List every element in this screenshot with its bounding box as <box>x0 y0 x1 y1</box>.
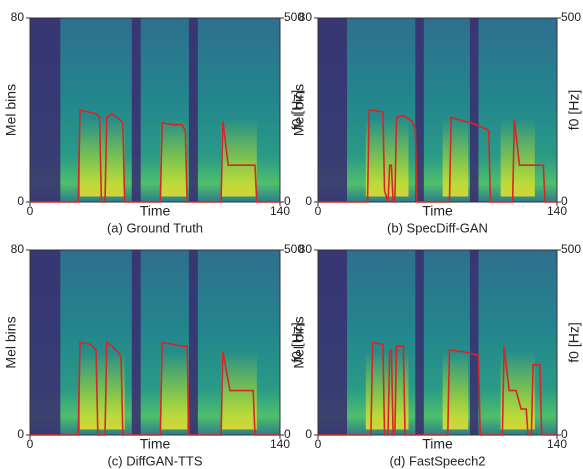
harmonics <box>80 351 125 430</box>
x-tick-label: 0 <box>27 437 34 451</box>
x-tick-label: 0 <box>315 204 322 218</box>
harmonics <box>160 119 188 197</box>
y-axis-label: Mel bins <box>291 84 307 136</box>
x-tick-label: 0 <box>27 204 34 218</box>
f0-line <box>318 341 557 436</box>
caption: (a) Ground Truth <box>107 220 203 235</box>
x-axis-label: Time <box>422 203 453 219</box>
x-axis-label: Time <box>140 436 171 452</box>
x-axis-label: Time <box>422 436 453 452</box>
y-axis-label: Mel bins <box>291 316 307 368</box>
silence <box>30 250 61 435</box>
x-tick-label: 140 <box>547 437 567 451</box>
y2-tick-label: 0 <box>284 427 291 441</box>
x-tick-label: 140 <box>270 437 290 451</box>
caption: (d) FastSpeech2 <box>389 453 485 468</box>
y-tick-label: 80 <box>299 242 313 256</box>
y2-axis-label: f0 [Hz] <box>566 322 582 362</box>
harmonics <box>442 351 469 430</box>
x-tick-label: 140 <box>270 204 290 218</box>
y2-tick-label: 500 <box>284 10 304 24</box>
silence <box>188 250 198 435</box>
silence <box>30 18 61 202</box>
caption: (b) SpecDiff-GAN <box>387 220 488 235</box>
f0-line <box>30 109 280 203</box>
y2-axis-label: f0 [Hz] <box>289 322 305 362</box>
y2-axis-label: f0 [Hz] <box>566 90 582 130</box>
harmonics <box>221 119 257 197</box>
y2-tick-label: 0 <box>284 194 291 208</box>
y2-tick-label: 500 <box>561 10 581 24</box>
silence <box>318 18 348 202</box>
silence <box>415 250 424 435</box>
y-tick-label: 80 <box>11 242 25 256</box>
y-tick-label: 0 <box>305 194 312 208</box>
y-axis-label: Mel bins <box>3 316 19 368</box>
harmonics <box>365 119 409 197</box>
y2-tick-label: 500 <box>284 242 304 256</box>
silence <box>188 18 198 202</box>
x-axis-label: Time <box>140 203 171 219</box>
y2-axis-label: f0 [Hz] <box>289 90 305 130</box>
y-tick-label: 0 <box>17 194 24 208</box>
y-tick-label: 0 <box>17 427 24 441</box>
y-tick-label: 80 <box>299 10 313 24</box>
harmonics <box>160 351 188 430</box>
harmonics <box>500 119 535 197</box>
silence <box>469 18 479 202</box>
x-tick-label: 0 <box>315 437 322 451</box>
x-tick-label: 140 <box>547 204 567 218</box>
y-tick-label: 0 <box>305 427 312 441</box>
silence <box>131 18 141 202</box>
caption: (c) DiffGAN-TTS <box>107 453 202 468</box>
silence <box>469 250 479 435</box>
harmonics <box>80 119 125 197</box>
f0-line <box>318 109 557 203</box>
silence <box>131 250 141 435</box>
y2-tick-label: 0 <box>561 194 568 208</box>
f0-line <box>30 340 280 436</box>
silence <box>318 250 348 435</box>
y-axis-label: Mel bins <box>3 84 19 136</box>
harmonics <box>442 119 469 197</box>
y2-tick-label: 500 <box>561 242 581 256</box>
y2-tick-label: 0 <box>561 427 568 441</box>
y-tick-label: 80 <box>11 10 25 24</box>
silence <box>415 18 424 202</box>
